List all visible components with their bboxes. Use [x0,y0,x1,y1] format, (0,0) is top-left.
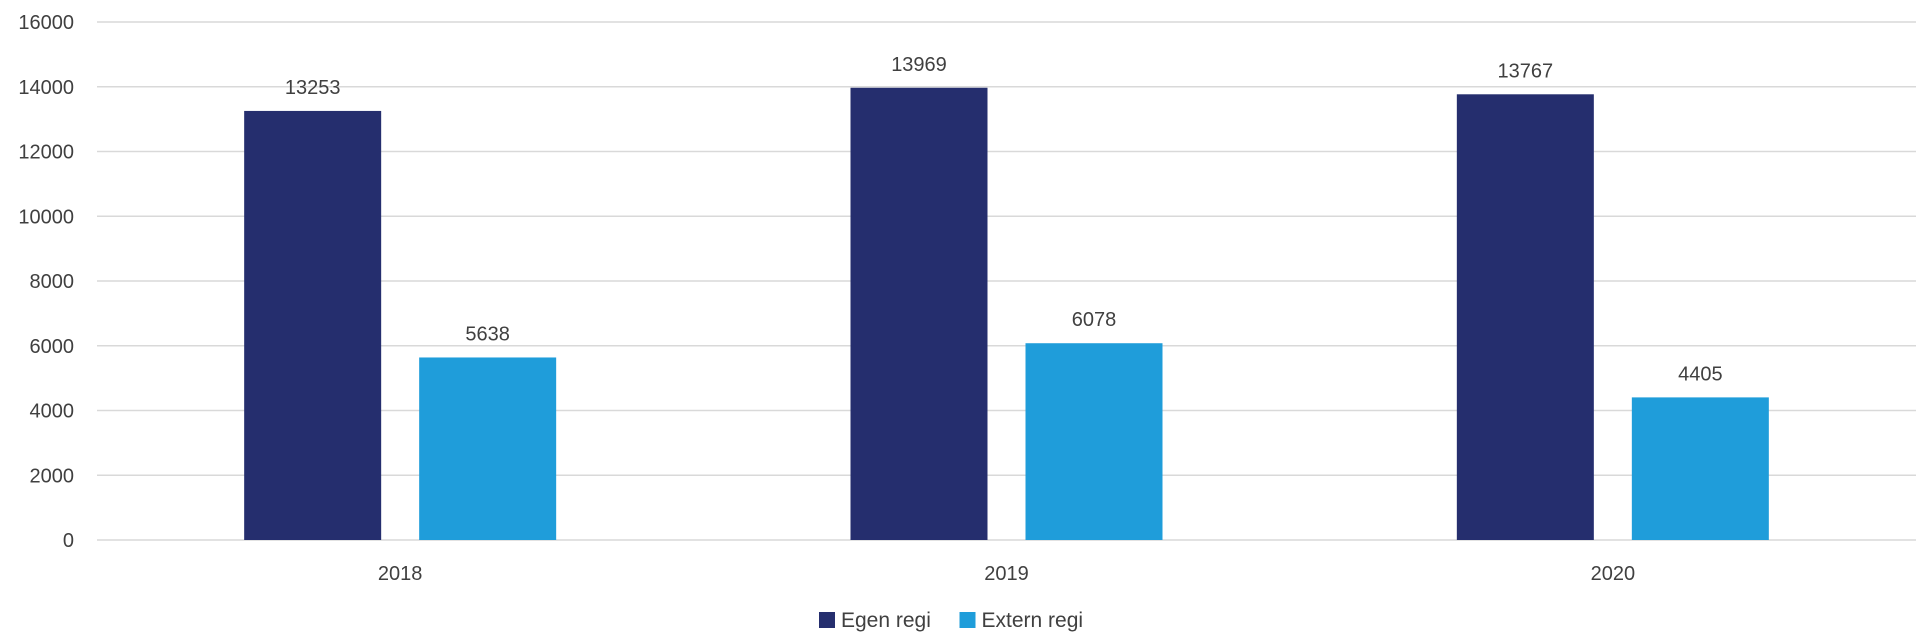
y-tick-label: 4000 [30,401,75,423]
x-tick-label: 2019 [984,563,1029,585]
legend-swatch [959,612,976,628]
legend-swatch [819,612,835,628]
data-label: 13767 [1498,60,1554,82]
x-tick-label: 2020 [1591,563,1636,585]
legend: Egen regi Extern regi [819,609,1083,632]
x-tick-label: 2018 [378,563,423,585]
gridlines [97,21,1916,541]
bar-egen-regi-2020 [1456,94,1594,541]
x-axis-tick-labels: 2018 2019 2020 [378,563,1635,585]
bar-egen-regi-2019 [850,87,988,540]
y-tick-label: 2000 [30,465,75,487]
y-tick-label: 14000 [18,77,74,99]
y-axis-tick-labels: 0 2000 4000 6000 8000 10000 12000 14000 16000 [18,12,74,552]
legend-label: Extern regi [982,609,1084,632]
y-tick-label: 10000 [18,206,74,228]
data-label: 4405 [1678,363,1723,385]
y-tick-label: 8000 [30,271,75,293]
data-label: 13253 [285,77,341,99]
legend-item: Extern regi [959,609,1084,632]
data-label: 5638 [465,323,510,345]
bars [244,87,1769,541]
bar-extern-regi-2019 [1025,343,1163,540]
y-tick-label: 12000 [18,142,74,164]
legend-item: Egen regi [819,609,931,632]
data-label: 13969 [891,54,947,76]
bar-extern-regi-2020 [1631,397,1769,540]
y-tick-label: 0 [63,530,74,552]
legend-label: Egen regi [841,609,931,632]
bar-egen-regi-2018 [244,110,382,540]
bar-extern-regi-2018 [419,357,557,540]
data-labels: 13253 5638 13969 6078 13767 4405 [285,54,1723,386]
y-tick-label: 16000 [18,12,74,34]
data-label: 6078 [1072,309,1117,331]
y-tick-label: 6000 [30,336,75,358]
